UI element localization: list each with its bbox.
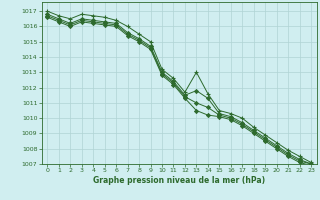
X-axis label: Graphe pression niveau de la mer (hPa): Graphe pression niveau de la mer (hPa) [93, 176, 265, 185]
